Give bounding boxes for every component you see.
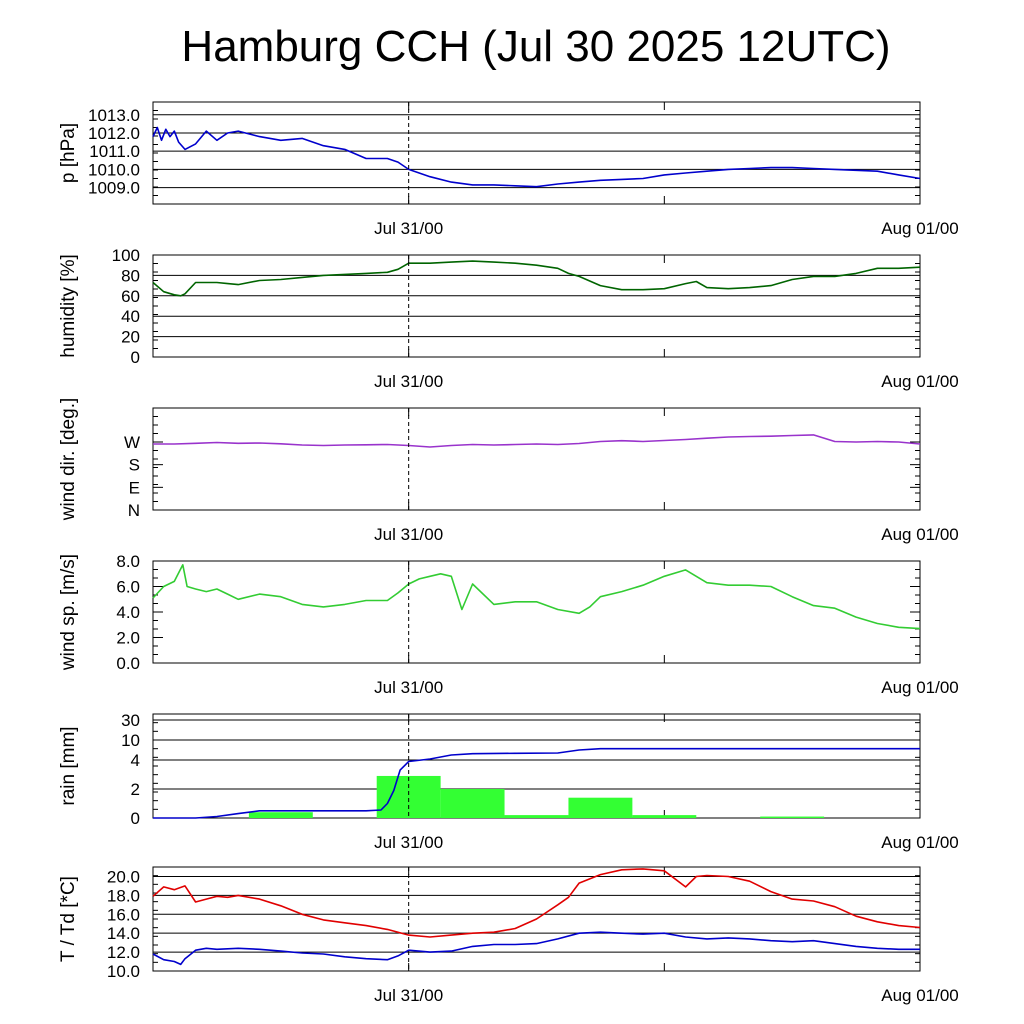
series-line-1: [152, 931, 920, 966]
series-line-0: [152, 126, 921, 188]
y-tick-label: 1012.0: [88, 124, 140, 143]
series-line-0: [152, 563, 921, 630]
plot-frame-4: [152, 713, 921, 819]
series-line-0: [152, 868, 921, 938]
y-tick-label: 20.0: [107, 867, 140, 886]
x-tick-label: Aug 01/00: [881, 219, 959, 238]
y-tick-label: 2.0: [116, 629, 140, 648]
y-tick-label: S: [129, 456, 140, 475]
y-tick-label: 1009.0: [88, 179, 140, 198]
y-tick-label: 30: [121, 711, 140, 730]
y-tick-label: 8.0: [116, 552, 140, 571]
y-tick-label: 16.0: [107, 905, 140, 924]
x-tick-label: Jul 31/00: [374, 525, 443, 544]
x-tick-label: Aug 01/00: [881, 833, 959, 852]
y-tick-label: 40: [121, 307, 140, 326]
rain-bar: [440, 789, 505, 818]
rain-bar: [568, 797, 633, 818]
y-tick-label: N: [128, 501, 140, 520]
y-tick-label: 1011.0: [89, 142, 140, 161]
y-axis-label: p [hPa]: [58, 123, 79, 183]
y-tick-label: 6.0: [116, 578, 140, 597]
rain-bar: [248, 812, 313, 818]
y-tick-label: 80: [121, 266, 140, 285]
x-tick-label: Aug 01/00: [881, 986, 959, 1005]
y-tick-label: 0.0: [116, 654, 140, 673]
y-tick-label: 12.0: [107, 943, 140, 962]
y-tick-label: 14.0: [107, 924, 140, 943]
plot-frame-3: [152, 560, 921, 664]
y-tick-label: 18.0: [107, 886, 140, 905]
y-tick-label: 10: [121, 731, 140, 750]
plot-frame-2: [152, 407, 921, 511]
y-tick-label: W: [124, 433, 140, 452]
y-axis-label: rain [mm]: [58, 726, 79, 805]
x-tick-label: Aug 01/00: [881, 372, 959, 391]
y-tick-label: 4: [131, 751, 140, 770]
x-tick-label: Jul 31/00: [374, 833, 443, 852]
x-tick-label: Aug 01/00: [881, 678, 959, 697]
plot-frame-1: [152, 254, 921, 358]
x-tick-label: Jul 31/00: [374, 678, 443, 697]
x-tick-label: Jul 31/00: [374, 986, 443, 1005]
y-axis-label: humidity [%]: [58, 254, 79, 357]
plot-frame-0: [152, 101, 921, 205]
y-tick-label: 0: [131, 809, 140, 828]
y-tick-label: 1010.0: [88, 160, 140, 179]
rain-bar: [376, 775, 441, 818]
series-line-0: [152, 260, 921, 297]
y-axis-label: wind sp. [m/s]: [58, 554, 79, 671]
y-axis-label: T / Td [*C]: [58, 876, 79, 962]
x-tick-label: Jul 31/00: [374, 219, 443, 238]
y-tick-label: 0: [131, 348, 140, 367]
rain-bar: [504, 815, 569, 818]
y-tick-label: 1013.0: [88, 106, 140, 125]
series-line-0: [153, 747, 920, 819]
y-tick-label: 60: [121, 287, 140, 306]
y-axis-label: wind dir. [deg.]: [58, 398, 79, 522]
y-tick-label: 10.0: [107, 962, 140, 981]
y-tick-label: 20: [121, 328, 140, 347]
y-tick-label: E: [129, 478, 140, 497]
chart-title: Hamburg CCH (Jul 30 2025 12UTC): [181, 22, 891, 71]
x-tick-label: Jul 31/00: [374, 372, 443, 391]
y-tick-label: 4.0: [116, 603, 140, 622]
series-line-0: [153, 434, 921, 448]
rain-bar: [632, 815, 697, 818]
y-tick-label: 100: [112, 246, 140, 265]
y-tick-label: 2: [131, 780, 140, 799]
x-tick-label: Aug 01/00: [881, 525, 959, 544]
rain-bar: [760, 816, 825, 818]
